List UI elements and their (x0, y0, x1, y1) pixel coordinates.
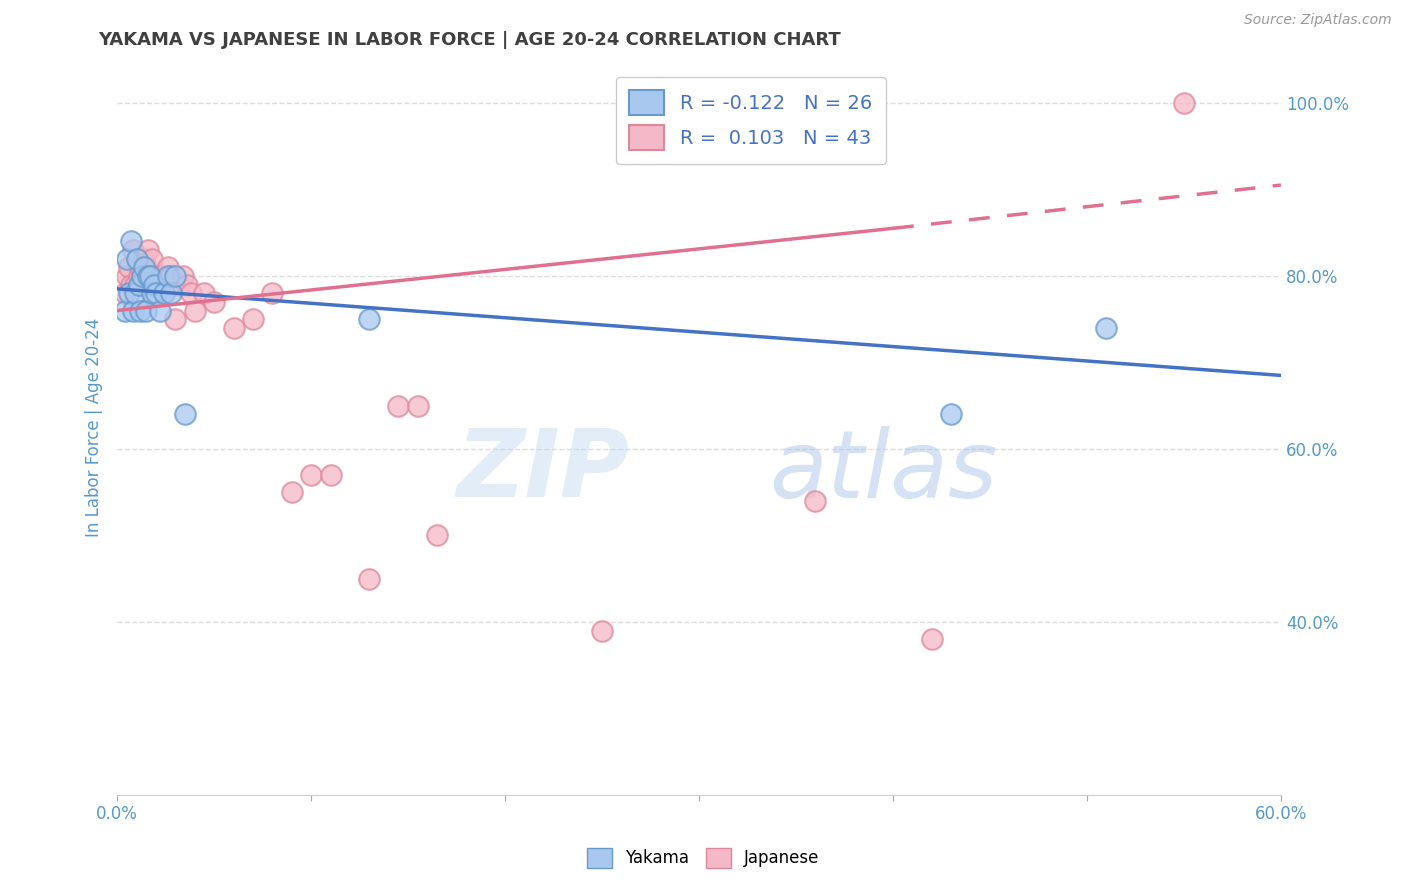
Point (121, 303, 143, 318)
Point (1173, 95, 1195, 110)
Point (124, 286, 146, 301)
Point (319, 467, 342, 482)
Point (135, 260, 157, 275)
Point (804, 494, 827, 508)
Point (941, 408, 963, 422)
Point (134, 260, 156, 275)
Point (387, 399, 409, 413)
Point (193, 286, 215, 301)
Point (176, 277, 198, 292)
Point (222, 321, 245, 335)
Point (591, 624, 613, 638)
Point (149, 303, 172, 318)
Y-axis label: In Labor Force | Age 20-24: In Labor Force | Age 20-24 (86, 318, 103, 537)
Point (184, 303, 207, 318)
Point (139, 268, 162, 283)
Point (145, 286, 167, 301)
Point (281, 485, 304, 500)
Point (135, 303, 157, 318)
Point (134, 252, 156, 266)
Point (121, 243, 143, 257)
Point (131, 268, 153, 283)
Point (139, 268, 162, 283)
Point (160, 268, 183, 283)
Point (426, 528, 449, 542)
Point (124, 277, 146, 292)
Point (141, 252, 163, 266)
Point (128, 277, 150, 292)
Text: atlas: atlas (769, 426, 997, 517)
Point (359, 572, 381, 586)
Point (262, 286, 284, 301)
Point (156, 268, 179, 283)
Point (120, 277, 142, 292)
Point (149, 268, 172, 283)
Point (174, 408, 197, 422)
Point (115, 268, 138, 283)
Point (120, 235, 142, 249)
Legend: R = -0.122   N = 26, R =  0.103   N = 43: R = -0.122 N = 26, R = 0.103 N = 43 (616, 77, 886, 163)
Point (406, 399, 429, 413)
Point (359, 312, 381, 326)
Point (115, 252, 138, 266)
Point (129, 303, 152, 318)
Point (165, 268, 187, 283)
Point (921, 632, 943, 647)
Point (167, 277, 190, 292)
Point (118, 260, 141, 275)
Point (180, 286, 202, 301)
Point (160, 286, 183, 301)
Point (136, 243, 159, 257)
Text: Source: ZipAtlas.com: Source: ZipAtlas.com (1244, 13, 1392, 28)
Point (145, 277, 167, 292)
Point (128, 268, 150, 283)
Point (152, 286, 174, 301)
Point (202, 294, 225, 309)
Point (141, 286, 163, 301)
Point (156, 260, 179, 275)
Point (114, 303, 136, 318)
Point (143, 268, 166, 283)
Text: YAKAMA VS JAPANESE IN LABOR FORCE | AGE 20-24 CORRELATION CHART: YAKAMA VS JAPANESE IN LABOR FORCE | AGE … (98, 31, 841, 49)
Point (172, 268, 194, 283)
Point (242, 312, 264, 326)
Point (129, 260, 152, 275)
Point (1095, 321, 1118, 335)
Point (165, 312, 187, 326)
Point (152, 286, 174, 301)
Point (131, 277, 153, 292)
Point (143, 277, 166, 292)
Point (125, 252, 148, 266)
Point (299, 467, 322, 482)
Text: ZIP: ZIP (457, 425, 630, 517)
Point (114, 286, 136, 301)
Point (125, 252, 148, 266)
Point (118, 286, 141, 301)
Legend: Yakama, Japanese: Yakama, Japanese (581, 841, 825, 875)
Point (136, 268, 159, 283)
